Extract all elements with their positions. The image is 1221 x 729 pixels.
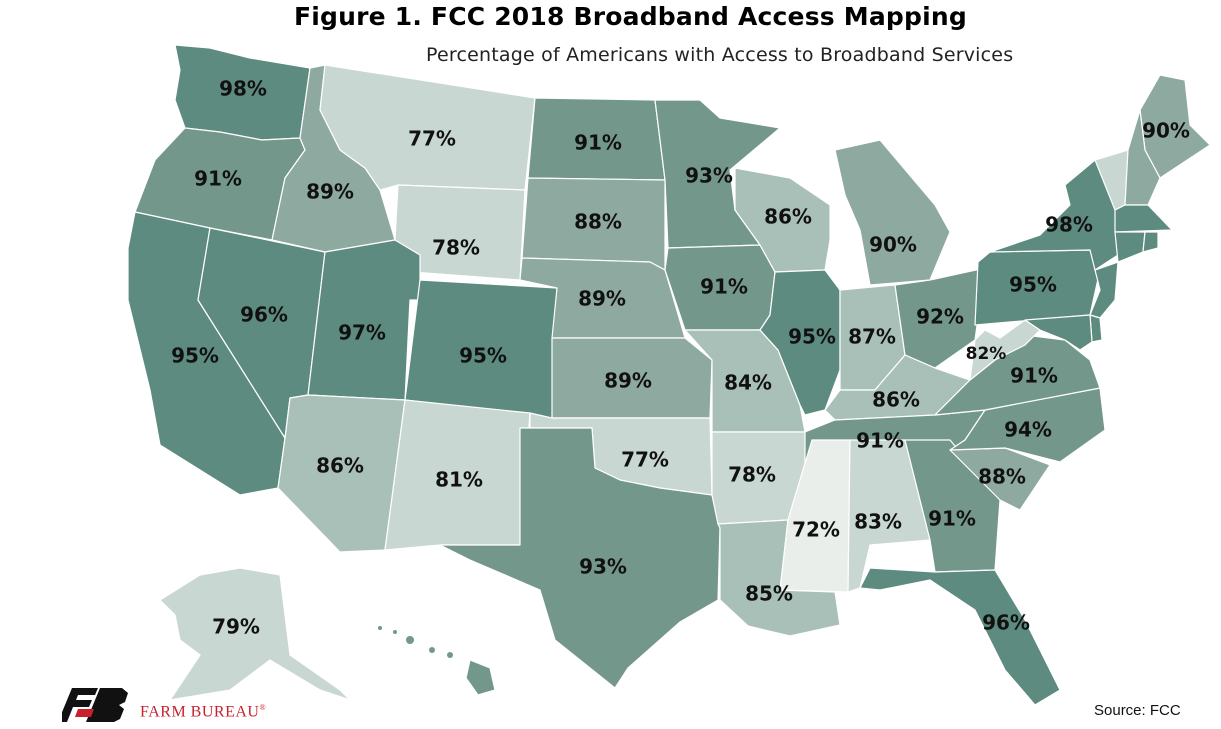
state-michigan [834,139,951,286]
map-subtitle: Percentage of Americans with Access to B… [426,44,1014,66]
state-label-north-dakota: 91% [574,131,622,155]
state-montana [319,64,536,191]
state-texas [439,427,721,689]
state-label-maine: 90% [1142,119,1190,143]
state-hawaii [465,659,496,696]
state-label-kentucky: 86% [872,388,920,412]
state-label-arkansas: 78% [728,463,776,487]
state-label-georgia: 91% [928,507,976,531]
state-label-washington: 98% [219,77,267,101]
state-minnesota [654,99,781,249]
state-alaska [159,567,351,701]
brand-name: FARM BUREAU® [140,703,267,721]
state-label-ohio: 92% [916,305,964,329]
state-kansas [551,337,713,419]
hawaii-island [429,647,435,653]
state-label-montana: 77% [408,127,456,151]
state-label-alaska: 79% [212,615,260,639]
hawaii-island [378,626,382,630]
state-label-mississippi: 72% [792,518,840,542]
farm-bureau-logo [62,688,128,722]
state-label-oklahoma: 77% [621,448,669,472]
page-title: Figure 1. FCC 2018 Broadband Access Mapp… [294,2,967,31]
state-illinois [759,269,841,416]
state-label-virginia: 91% [1010,364,1058,388]
state-label-north-carolina: 94% [1004,418,1052,442]
state-label-alabama: 83% [854,510,902,534]
state-label-michigan: 90% [869,233,917,257]
state-label-illinois: 95% [788,325,836,349]
state-label-wyoming: 78% [432,236,480,260]
state-label-new-york: 98% [1045,213,1093,237]
state-label-oregon: 91% [194,167,242,191]
state-label-new-mexico: 81% [435,468,483,492]
state-label-utah: 97% [338,321,386,345]
state-massachusetts [1114,204,1173,233]
hawaii-island [393,630,397,634]
state-connecticut [1114,231,1146,263]
state-label-pennsylvania: 95% [1009,273,1057,297]
state-florida [859,567,1061,706]
state-label-south-dakota: 88% [574,210,622,234]
state-label-california: 95% [171,344,219,368]
state-mississippi [779,439,851,593]
state-rhode-island [1142,231,1159,253]
state-label-texas: 93% [579,555,627,579]
state-label-south-carolina: 88% [978,465,1026,489]
state-label-idaho: 89% [306,180,354,204]
state-label-iowa: 91% [700,275,748,299]
source-note: Source: FCC [1094,702,1181,719]
state-label-arizona: 86% [316,454,364,478]
state-label-colorado: 95% [459,344,507,368]
hawaii-island [406,636,414,644]
state-label-wisconsin: 86% [764,205,812,229]
hawaii-island [447,652,453,658]
state-label-nebraska: 89% [578,287,626,311]
state-label-kansas: 89% [604,369,652,393]
state-label-florida: 96% [982,611,1030,635]
state-label-louisiana: 85% [745,582,793,606]
state-label-minnesota: 93% [685,164,733,188]
state-maryland [1024,314,1093,351]
state-label-indiana: 87% [848,325,896,349]
state-label-west-virginia: 82% [966,344,1007,364]
state-label-tennessee: 91% [856,429,904,453]
state-label-missouri: 84% [724,371,772,395]
state-label-nevada: 96% [240,303,288,327]
